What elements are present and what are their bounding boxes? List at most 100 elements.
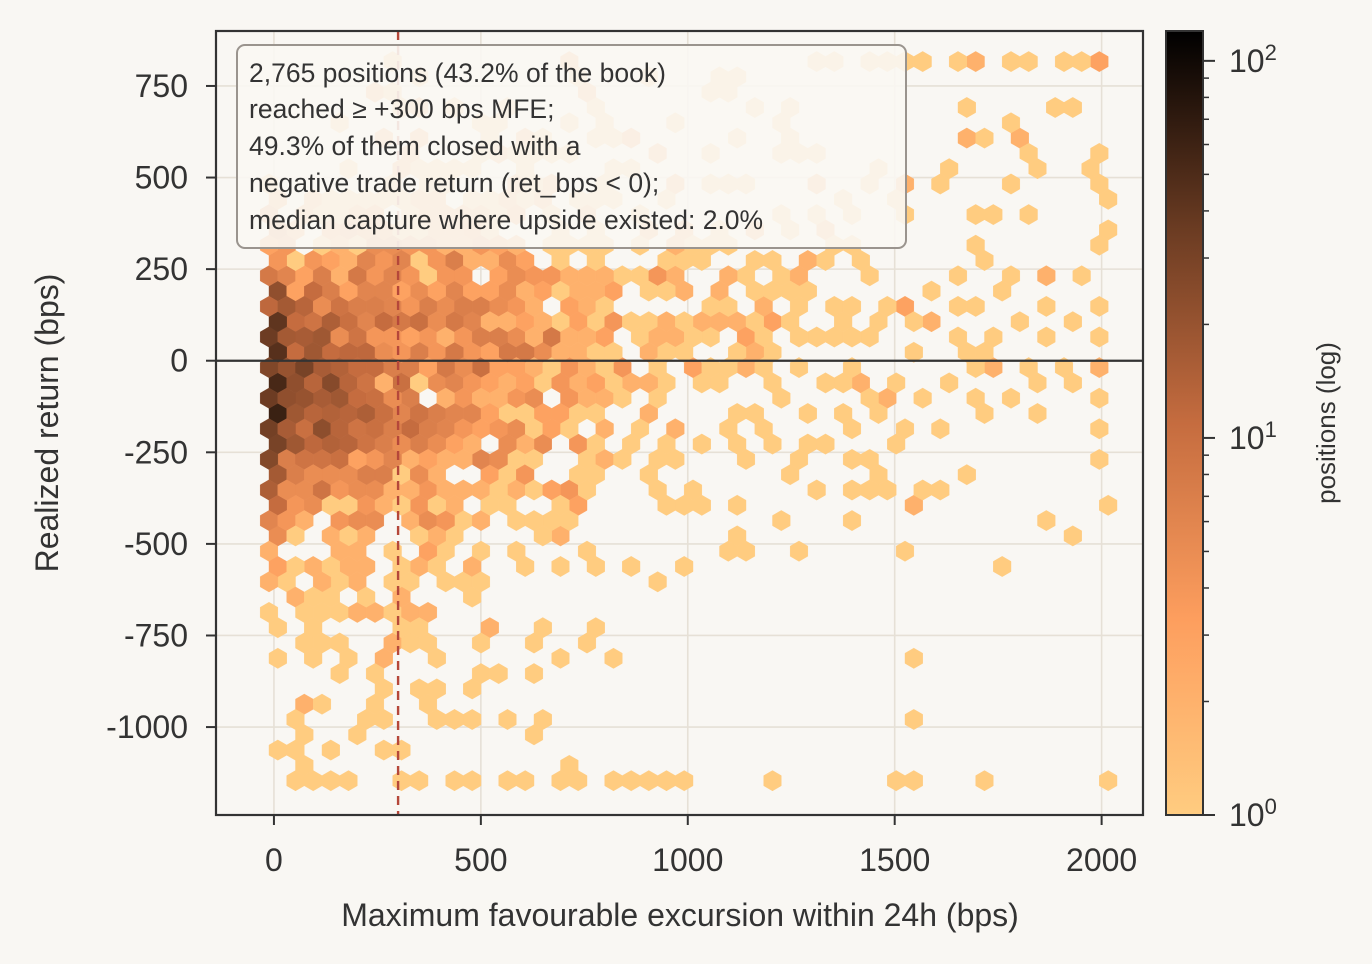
hexbin-cell [957, 341, 976, 363]
y-tick-label: -750 [124, 617, 188, 653]
hexbin-cell [1099, 770, 1118, 792]
hexbin-cell [410, 617, 429, 639]
hexbin-cell [339, 280, 358, 302]
hexbin-cell [957, 97, 976, 118]
hexbin-cell [374, 739, 393, 761]
x-tick-label: 500 [454, 842, 507, 878]
hexbin-cell [578, 326, 596, 348]
hexbin-cell [1002, 265, 1020, 287]
hexbin-cell [401, 295, 420, 317]
hexbin-cell [639, 280, 658, 302]
hexbin-cell [1019, 204, 1038, 226]
hexbin-cell [657, 341, 676, 363]
hexbin-cell [1002, 112, 1020, 134]
hexbin-cell [666, 418, 685, 440]
hexbin-cell [480, 494, 499, 516]
hexbin-cell [843, 326, 861, 348]
x-tick-label: 1500 [859, 842, 930, 878]
hexbin-cell [1090, 448, 1109, 470]
hexbin-cell [551, 647, 570, 669]
hexbin-cell [675, 556, 694, 577]
hexbin-cell [525, 724, 543, 746]
hexbin-cell [904, 311, 923, 333]
hexbin-cell [763, 770, 782, 792]
hexbin-cell [613, 387, 632, 409]
hexbin-cell [904, 341, 923, 363]
hexbin-cell [454, 265, 473, 287]
hexbin-cell [940, 372, 959, 394]
hexbin-cell [657, 494, 676, 516]
annotation-line-3: 49.3% of them closed with a [249, 131, 581, 161]
annotation-line-4: negative trade return (ret_bps < 0); [249, 168, 659, 198]
hexbin-cell [745, 250, 764, 271]
hexbin-cell [957, 464, 976, 486]
hexbin-cell [657, 250, 676, 271]
hexbin-cell [516, 403, 535, 424]
hexbin-cell [533, 617, 552, 639]
hexbin-cell [321, 464, 340, 486]
hexbin-cell [975, 403, 994, 424]
hexbin-cell [622, 556, 641, 577]
hexbin-cell [1063, 97, 1082, 118]
hexbin-cell [869, 311, 888, 333]
hexbin-cell [790, 448, 808, 470]
hexbin-cell [410, 403, 429, 424]
hexbin-cell [692, 433, 711, 455]
hexbin-cell [1090, 326, 1109, 348]
hexbin-cell [1072, 51, 1091, 73]
hexbin-cell [1028, 372, 1047, 394]
hexbin-cell [816, 433, 835, 455]
hexbin-cell [321, 739, 340, 761]
colorbar-tick-label: 100 [1229, 794, 1277, 833]
hexbin-cell [648, 571, 667, 593]
colorbar-tick-label: 101 [1229, 417, 1277, 456]
hexbin-cell [410, 770, 429, 792]
hexbin-cell [1037, 326, 1056, 348]
hexbin-cell [560, 754, 579, 776]
colorbar-ticks: 100 101 102 [1203, 40, 1277, 833]
hexbin-cell [463, 586, 482, 608]
hexbin-cell [1063, 311, 1082, 333]
hexbin-cell [516, 280, 535, 302]
hexbin-cell [401, 326, 420, 348]
hexbin-cell [737, 448, 755, 470]
hexbin-cell [896, 540, 914, 562]
y-axis-title: Realized return (bps) [29, 274, 65, 573]
hexbin-cell [1019, 142, 1038, 164]
hexbin-cell [427, 311, 446, 333]
hexbin-cell [427, 494, 446, 516]
hexbin-cell [790, 540, 808, 562]
hexbin-cell [366, 295, 384, 317]
hexbin-cell [728, 494, 747, 516]
hexbin-cell [781, 280, 800, 302]
hexbin-cell [480, 341, 499, 363]
hexbin-cell [480, 311, 499, 333]
hexbin-cell [675, 311, 694, 333]
hexbin-cell [860, 265, 879, 287]
hexbin-cell [931, 173, 950, 195]
hexbin-cell [1037, 295, 1056, 317]
hexbin-cell [701, 357, 720, 379]
y-tick-label: -1000 [106, 709, 188, 745]
hexbin-cell [1090, 295, 1109, 317]
hexbin-cell [410, 678, 429, 700]
hexbin-cell [348, 448, 367, 470]
hexbin-cell [922, 280, 941, 302]
hexbin-cell [1090, 357, 1109, 379]
hexbin-cell [330, 326, 349, 348]
hexbin-cell [463, 770, 482, 792]
hexbin-cell [966, 295, 985, 317]
plot-frame [214, 29, 1145, 817]
hexbin-cell [604, 341, 623, 363]
hexbin-cell [595, 295, 614, 317]
hexbin-cell [516, 556, 535, 577]
annotation-line-2: reached ≥ +300 bps MFE; [249, 94, 554, 124]
x-tick-label: 0 [265, 842, 283, 878]
hexbin-cell [816, 372, 835, 394]
hexbin-cell [260, 601, 278, 623]
y-tick-label: 750 [135, 68, 188, 104]
hexbin-cell [445, 709, 464, 730]
hexbin-cell [401, 265, 420, 287]
hexbin-cell [1028, 403, 1047, 424]
hexbin-cell [419, 357, 437, 379]
